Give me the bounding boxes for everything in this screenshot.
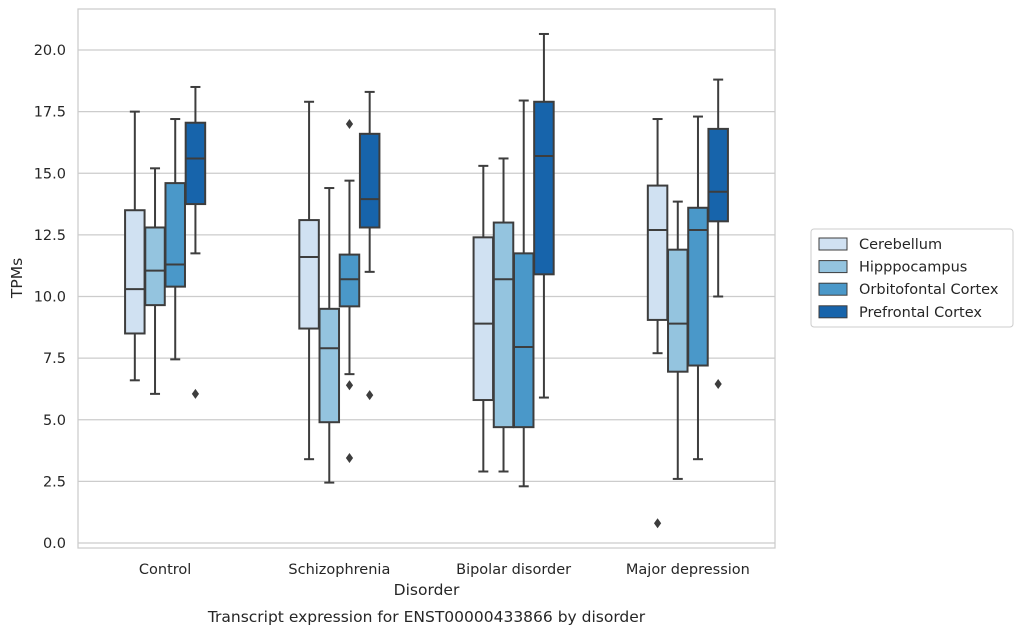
box-hipppocampus — [318, 187, 341, 484]
legend-swatch — [818, 237, 848, 251]
box-iqr — [687, 206, 709, 367]
box-iqr — [667, 248, 689, 373]
gridlines — [78, 49, 775, 544]
box-hipppocampus — [667, 200, 689, 480]
legend-label: Prefrontal Cortex — [859, 305, 982, 321]
legend-swatch — [818, 305, 848, 319]
plot-frame — [77, 8, 776, 549]
box-iqr — [144, 226, 166, 307]
y-tick-label: 12.5 — [34, 228, 66, 244]
box-orbitofontal-cortex — [164, 118, 186, 361]
outlier-point — [653, 518, 662, 529]
legend-swatch — [818, 260, 848, 274]
boxes — [124, 32, 729, 529]
legend-label: Cerebellum — [859, 237, 942, 253]
box-iqr — [472, 236, 495, 402]
y-tick-label: 10.0 — [34, 290, 66, 306]
x-axis-title: Disorder — [394, 581, 460, 599]
y-axis-title: TPMs — [8, 258, 26, 299]
y-tick-label: 2.5 — [43, 474, 66, 490]
outlier-point — [345, 380, 354, 391]
box-orbitofontal-cortex — [687, 115, 709, 461]
legend-label: Hipppocampus — [859, 260, 967, 276]
x-tick-label: Schizophrenia — [288, 562, 390, 578]
outlier-point — [345, 452, 354, 463]
outlier-point — [714, 379, 722, 390]
outlier-point — [345, 118, 354, 129]
box-iqr — [124, 209, 146, 335]
legend-item: Prefrontal Cortex — [818, 305, 982, 321]
legend-frame — [810, 228, 1014, 328]
x-tick-label: Control — [139, 562, 191, 578]
box-iqr — [338, 253, 361, 308]
legend-label: Orbitofontal Cortex — [859, 282, 999, 298]
box-orbitofontal-cortex — [512, 99, 535, 488]
box-prefrontal-cortex — [533, 32, 555, 399]
box-prefrontal-cortex — [707, 78, 729, 390]
box-cerebellum — [472, 164, 495, 473]
box-iqr — [707, 127, 729, 223]
box-prefrontal-cortex — [358, 90, 381, 401]
box-iqr — [646, 184, 669, 321]
y-tick-label: 17.5 — [34, 105, 66, 121]
y-tick-label: 5.0 — [43, 413, 66, 429]
legend: Cerebellum Hipppocampus Orbitofontal Corte… — [810, 228, 1014, 328]
box-iqr — [533, 100, 555, 276]
x-tick-label: Bipolar disorder — [456, 562, 571, 578]
box-iqr — [492, 221, 515, 429]
y-tick-label: 15.0 — [34, 166, 66, 182]
y-tick-label: 7.5 — [43, 351, 66, 367]
outlier-point — [366, 390, 374, 401]
x-axis-ticks: Control Schizophrenia Bipolar disorder Majo… — [139, 562, 750, 578]
box-hipppocampus — [492, 157, 515, 473]
box-iqr — [358, 132, 381, 229]
box-iqr — [298, 219, 320, 330]
y-tick-label: 20.0 — [34, 43, 66, 59]
box-iqr — [184, 121, 207, 206]
box-iqr — [164, 182, 186, 288]
x-tick-label: Major depression — [626, 562, 750, 578]
box-iqr — [318, 307, 341, 424]
legend-item: Orbitofontal Cortex — [818, 282, 999, 298]
box-cerebellum — [298, 100, 320, 461]
y-tick-label: 0.0 — [43, 536, 66, 552]
y-axis-ticks: 0.0 2.5 5.0 7.5 10.0 12.5 15.0 17.5 20.0 — [34, 43, 66, 552]
box-prefrontal-cortex — [184, 85, 207, 399]
legend-swatch — [818, 282, 848, 296]
box-hipppocampus — [144, 167, 166, 395]
outlier-point — [191, 388, 200, 399]
legend-item: Cerebellum — [818, 237, 942, 253]
legend-item: Hipppocampus — [818, 260, 967, 276]
box-orbitofontal-cortex — [338, 118, 361, 463]
box-iqr — [512, 252, 535, 429]
chart-caption: Transcript expression for ENST0000043386… — [207, 608, 646, 626]
